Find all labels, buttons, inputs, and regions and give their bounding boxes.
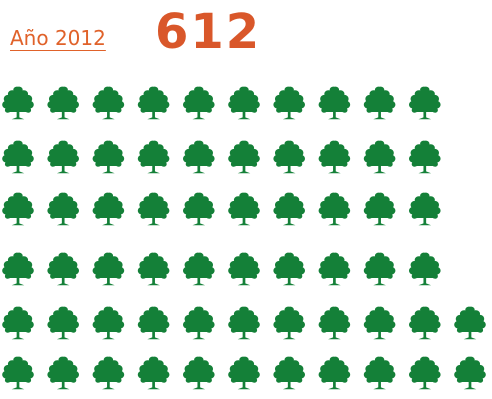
tree-icon — [47, 252, 79, 286]
tree-icon — [47, 356, 79, 390]
tree-icon — [409, 306, 441, 340]
tree-icon — [363, 86, 396, 120]
tree-icon — [228, 86, 260, 120]
tree-icon — [2, 306, 34, 340]
tree-icon — [137, 140, 170, 174]
tree-icon — [454, 306, 486, 340]
tree-icon — [2, 356, 34, 390]
year-label[interactable]: Año 2012 — [10, 26, 106, 50]
tree-icon — [363, 306, 396, 340]
tree-icon — [2, 140, 34, 174]
tree-icon — [363, 192, 396, 226]
tree-icon — [183, 86, 215, 120]
tree-icon — [409, 140, 441, 174]
tree-icon — [92, 86, 125, 120]
tree-icon — [273, 252, 305, 286]
tree-icon — [92, 140, 125, 174]
tree-icon — [183, 140, 215, 174]
tree-icon — [47, 306, 79, 340]
tree-icon — [318, 86, 351, 120]
tree-icon — [273, 140, 305, 174]
tree-icon — [228, 306, 260, 340]
tree-icon — [92, 356, 125, 390]
tree-icon — [273, 192, 305, 226]
tree-icon — [409, 86, 441, 120]
tree-icon — [318, 192, 351, 226]
tree-icon — [409, 252, 441, 286]
tree-icon — [183, 252, 215, 286]
tree-icon — [137, 306, 170, 340]
tree-icon — [318, 306, 351, 340]
tree-icon — [318, 252, 351, 286]
tree-icon — [137, 192, 170, 226]
tree-icon — [183, 192, 215, 226]
tree-icon — [47, 192, 79, 226]
total-count: 612 — [155, 4, 262, 60]
tree-icon — [318, 356, 351, 390]
tree-icon — [409, 356, 441, 390]
tree-icon — [183, 306, 215, 340]
tree-icon — [183, 356, 215, 390]
tree-icon — [363, 140, 396, 174]
tree-icon — [228, 252, 260, 286]
tree-icon — [363, 252, 396, 286]
trees-chart — [2, 86, 486, 390]
tree-icon — [273, 356, 305, 390]
tree-icon — [92, 252, 125, 286]
tree-icon — [47, 140, 79, 174]
tree-icon — [2, 252, 34, 286]
tree-icon — [273, 306, 305, 340]
tree-icon — [137, 252, 170, 286]
tree-icon — [137, 356, 170, 390]
tree-icon — [92, 192, 125, 226]
tree-icon — [409, 192, 441, 226]
tree-icon — [228, 140, 260, 174]
tree-icon — [318, 140, 351, 174]
tree-icon — [363, 356, 396, 390]
tree-icon — [228, 192, 260, 226]
tree-icon — [47, 86, 79, 120]
tree-icon — [228, 356, 260, 390]
tree-icon — [2, 86, 34, 120]
tree-icon — [273, 86, 305, 120]
tree-icon — [454, 356, 486, 390]
tree-icon — [2, 192, 34, 226]
tree-icon — [137, 86, 170, 120]
tree-icon — [92, 306, 125, 340]
